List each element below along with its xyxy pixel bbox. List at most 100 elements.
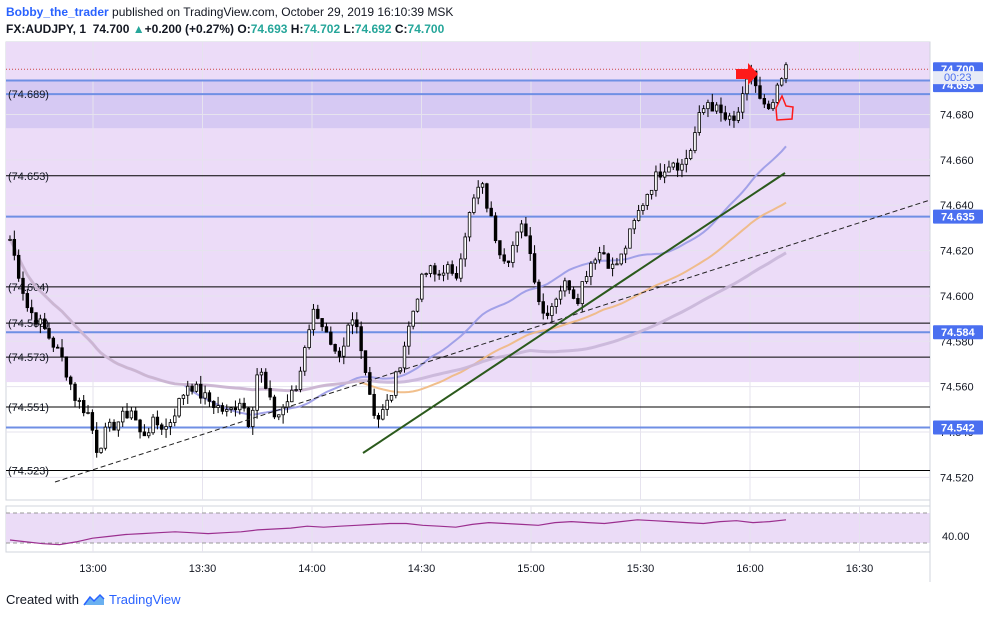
candle-body — [220, 405, 225, 412]
candle-body — [298, 370, 303, 390]
candle-body — [320, 318, 324, 328]
candle-body — [42, 318, 47, 329]
price-tick-label: 74.600 — [940, 291, 974, 303]
candle-body — [628, 228, 632, 249]
candle-body — [346, 324, 350, 347]
candle-body — [168, 422, 173, 427]
candle-body — [502, 254, 506, 262]
candle-body — [77, 400, 82, 402]
last-price: 74.700 — [92, 22, 130, 36]
candle-body — [420, 273, 424, 300]
candle-body — [554, 298, 558, 307]
candle-body — [337, 350, 342, 357]
red-arrow-icon — [736, 63, 758, 85]
candle-body — [558, 290, 563, 300]
created-with-label: Created with — [6, 592, 79, 607]
high-value: 74.702 — [303, 22, 341, 36]
symbol-name: FX:AUDJPY, 1 — [6, 22, 87, 36]
author-link[interactable]: Bobby_the_trader — [6, 5, 109, 19]
candle-body — [454, 272, 459, 279]
publish-info: published on TradingView.com, October 29… — [112, 5, 454, 19]
candle-body — [437, 273, 441, 276]
candle-body — [303, 347, 307, 372]
price-tick-label: 74.580 — [940, 336, 974, 348]
open-value: 74.693 — [250, 22, 288, 36]
candle-body — [355, 319, 359, 328]
candle-body — [654, 171, 658, 191]
candle-body — [199, 383, 203, 399]
candle-body — [779, 78, 784, 86]
candle-body — [606, 253, 610, 269]
candle-body — [108, 421, 112, 428]
resistance-zone — [6, 80, 930, 129]
candle-body — [251, 409, 255, 427]
candle-body — [667, 166, 671, 173]
candle-body — [16, 254, 21, 279]
level-label: (74.551) — [8, 402, 49, 414]
level-label: (74.588) — [8, 318, 49, 330]
candle-body — [316, 308, 320, 319]
candle-body — [476, 186, 480, 199]
low-label: L: — [343, 22, 355, 36]
candle-body — [766, 103, 771, 110]
candle-body — [758, 85, 762, 99]
candle-body — [294, 389, 298, 391]
price-tick-label: 74.520 — [940, 472, 974, 484]
candle-body — [25, 293, 30, 309]
candle-body — [272, 396, 277, 418]
candle-body — [411, 310, 415, 327]
candle-body — [714, 104, 719, 112]
candle-body — [528, 235, 532, 255]
candle-body — [506, 260, 511, 263]
candle-body — [680, 163, 684, 171]
candle-body — [324, 326, 329, 333]
price-badge-label: 74.584 — [941, 327, 976, 339]
candle-body — [255, 374, 259, 411]
candle-body — [424, 273, 428, 275]
countdown-label: 00:23 — [944, 72, 972, 84]
time-tick-label: 15:30 — [627, 563, 655, 575]
candle-body — [701, 108, 706, 113]
high-label: H: — [290, 22, 304, 36]
price-tick-label: 74.560 — [940, 382, 974, 394]
candle-body — [29, 307, 34, 314]
candle-body — [589, 262, 593, 277]
candle-body — [268, 388, 272, 398]
candle-body — [225, 409, 229, 412]
candle-body — [90, 412, 95, 431]
rsi-line — [9, 519, 787, 546]
candle-body — [719, 104, 723, 114]
candle-body — [428, 265, 433, 274]
price-tick-label: 74.640 — [940, 200, 974, 212]
candle-body — [376, 415, 381, 420]
candle-body — [190, 385, 194, 392]
candle-body — [212, 400, 216, 408]
candle-body — [407, 325, 411, 347]
candle-body — [610, 263, 615, 269]
support-trendline — [362, 172, 786, 454]
candle-body — [567, 280, 571, 291]
candle-body — [307, 329, 311, 349]
candle-body — [333, 343, 337, 352]
candle-body — [177, 398, 181, 417]
level-label: (74.689) — [8, 89, 49, 101]
candle-body — [519, 223, 524, 233]
time-tick-label: 13:00 — [79, 563, 107, 575]
candle-body — [51, 337, 56, 348]
candle-body — [615, 263, 619, 266]
close-value: 74.700 — [407, 22, 445, 36]
candle-body — [381, 409, 385, 420]
candle-body — [34, 312, 38, 325]
candle-body — [12, 238, 17, 256]
candle-body — [173, 415, 177, 423]
candle-body — [463, 236, 467, 260]
candle-body — [441, 272, 446, 276]
rsi-tick-label: 40.00 — [942, 531, 970, 543]
candle-body — [706, 102, 710, 110]
tradingview-brand[interactable]: TradingView — [108, 592, 181, 607]
candle-body — [242, 402, 246, 409]
price-badge — [933, 209, 983, 224]
footer: Created with TradingView — [6, 592, 181, 607]
countdown-badge — [933, 71, 983, 85]
